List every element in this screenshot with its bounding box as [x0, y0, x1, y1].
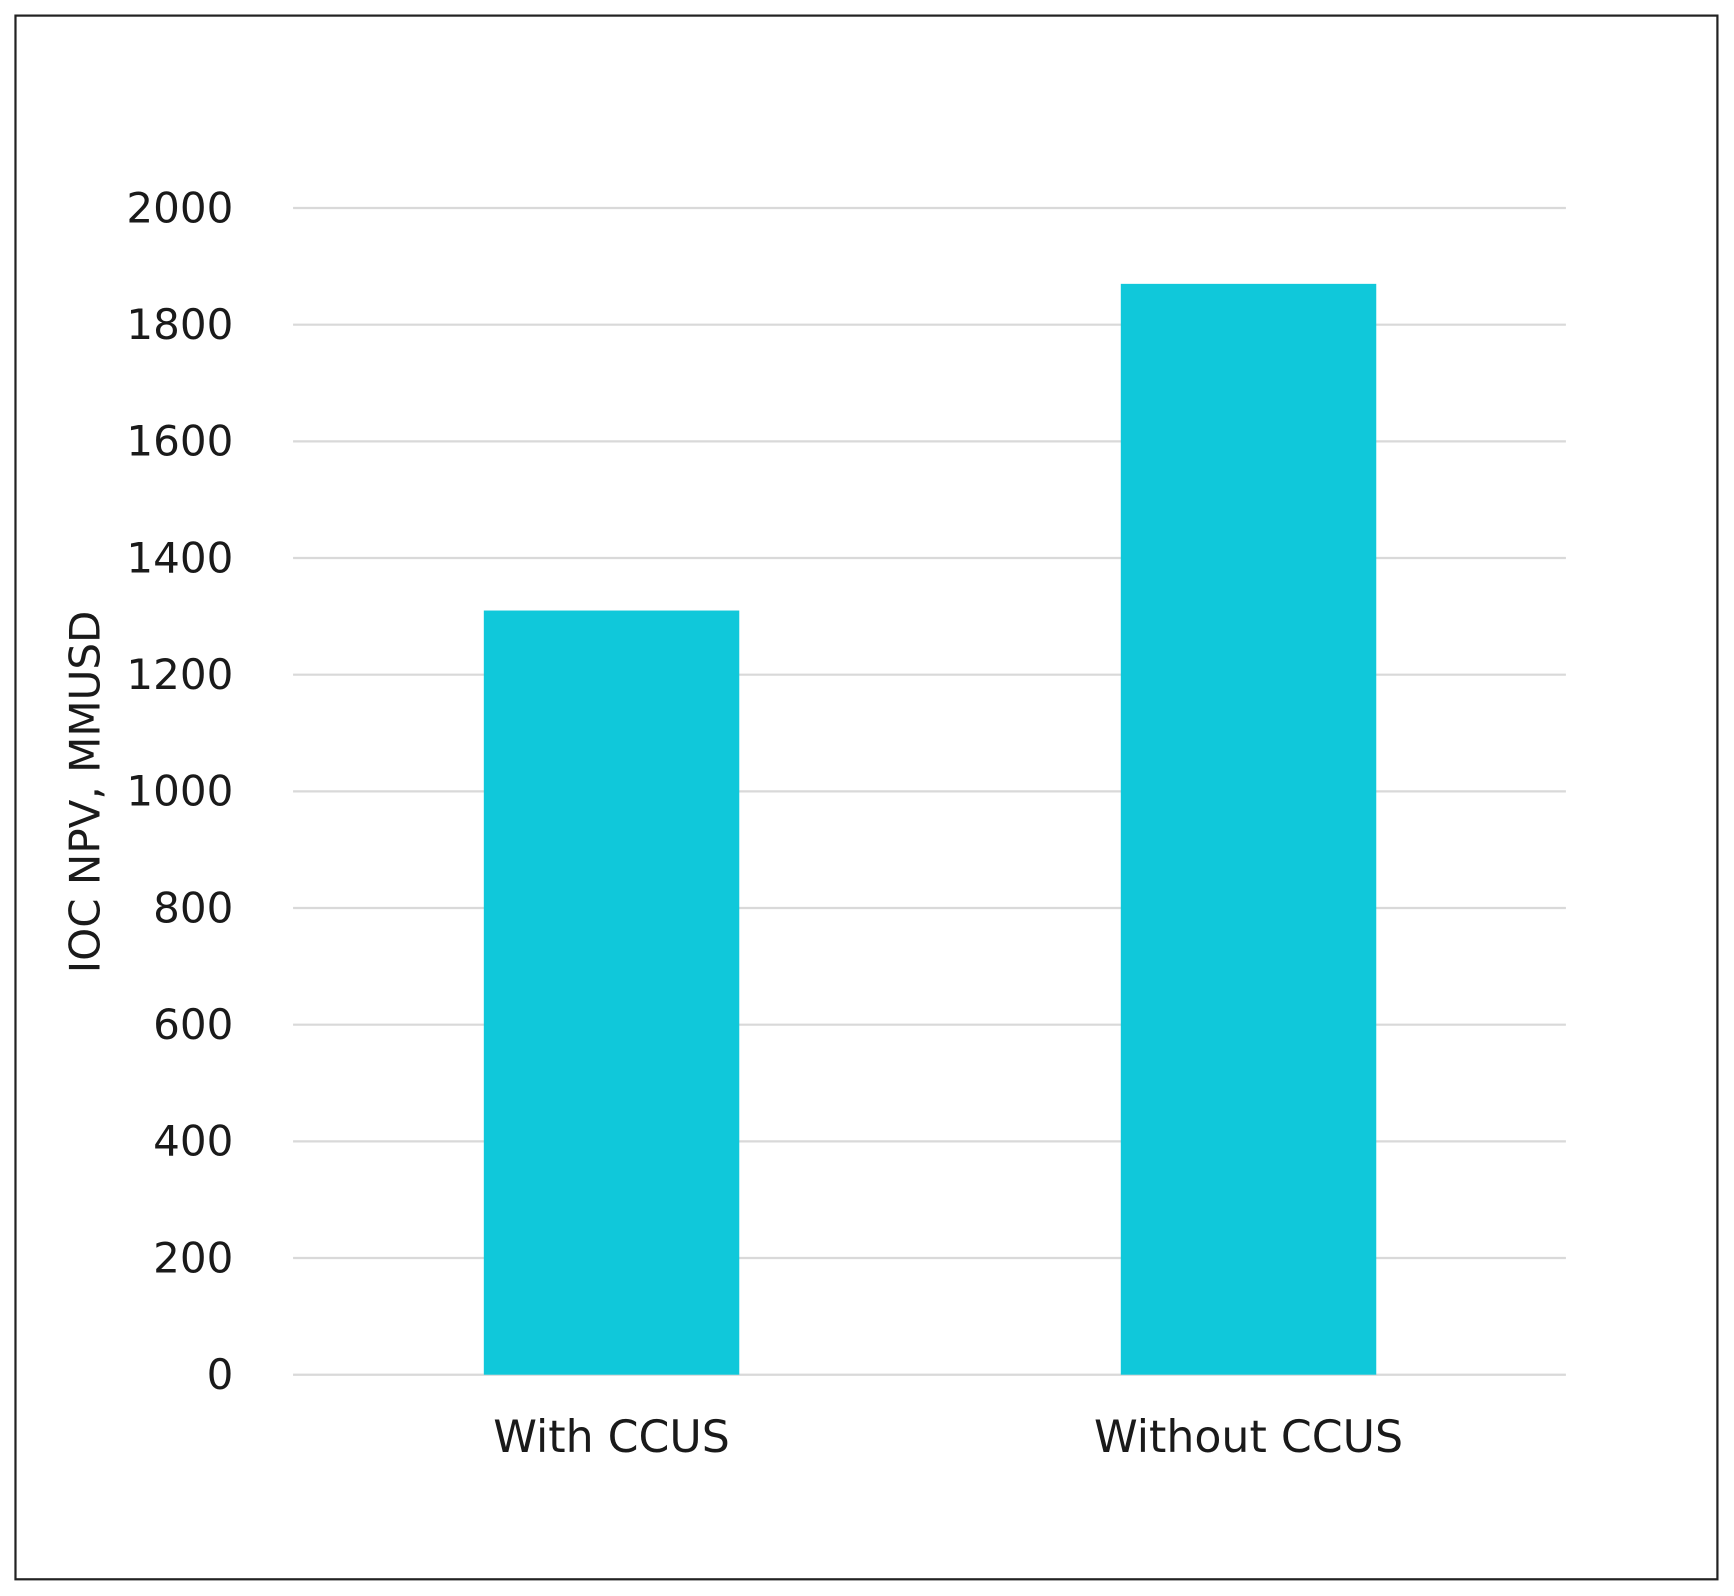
y-tick-label: 1800	[126, 300, 233, 349]
y-tick-labels: 0 200 400 600 800 1000 1200 1400 1600 1800 2000	[126, 183, 233, 1399]
bar	[483, 610, 740, 1375]
y-tick-label: 1200	[126, 650, 233, 699]
y-tick-label: 1000	[126, 767, 233, 816]
y-tick-label: 0	[207, 1350, 234, 1399]
y-tick-label: 200	[153, 1233, 233, 1282]
y-tick-label: 400	[153, 1117, 233, 1166]
y-tick-label: 600	[153, 1000, 233, 1049]
y-tick-label: 1600	[126, 417, 233, 466]
x-tick-label: With CCUS	[493, 1412, 730, 1463]
x-tick-labels: With CCUS Without CCUS	[493, 1412, 1403, 1463]
y-tick-label: 800	[153, 883, 233, 932]
bars	[483, 283, 1377, 1375]
chart-frame	[14, 14, 1719, 1581]
x-tick-label: Without CCUS	[1094, 1412, 1403, 1463]
y-tick-label: 2000	[126, 183, 233, 232]
y-axis-label: IOC NPV, MMUSD	[61, 611, 110, 974]
bar	[1120, 283, 1377, 1375]
y-tick-label: 1400	[126, 533, 233, 582]
